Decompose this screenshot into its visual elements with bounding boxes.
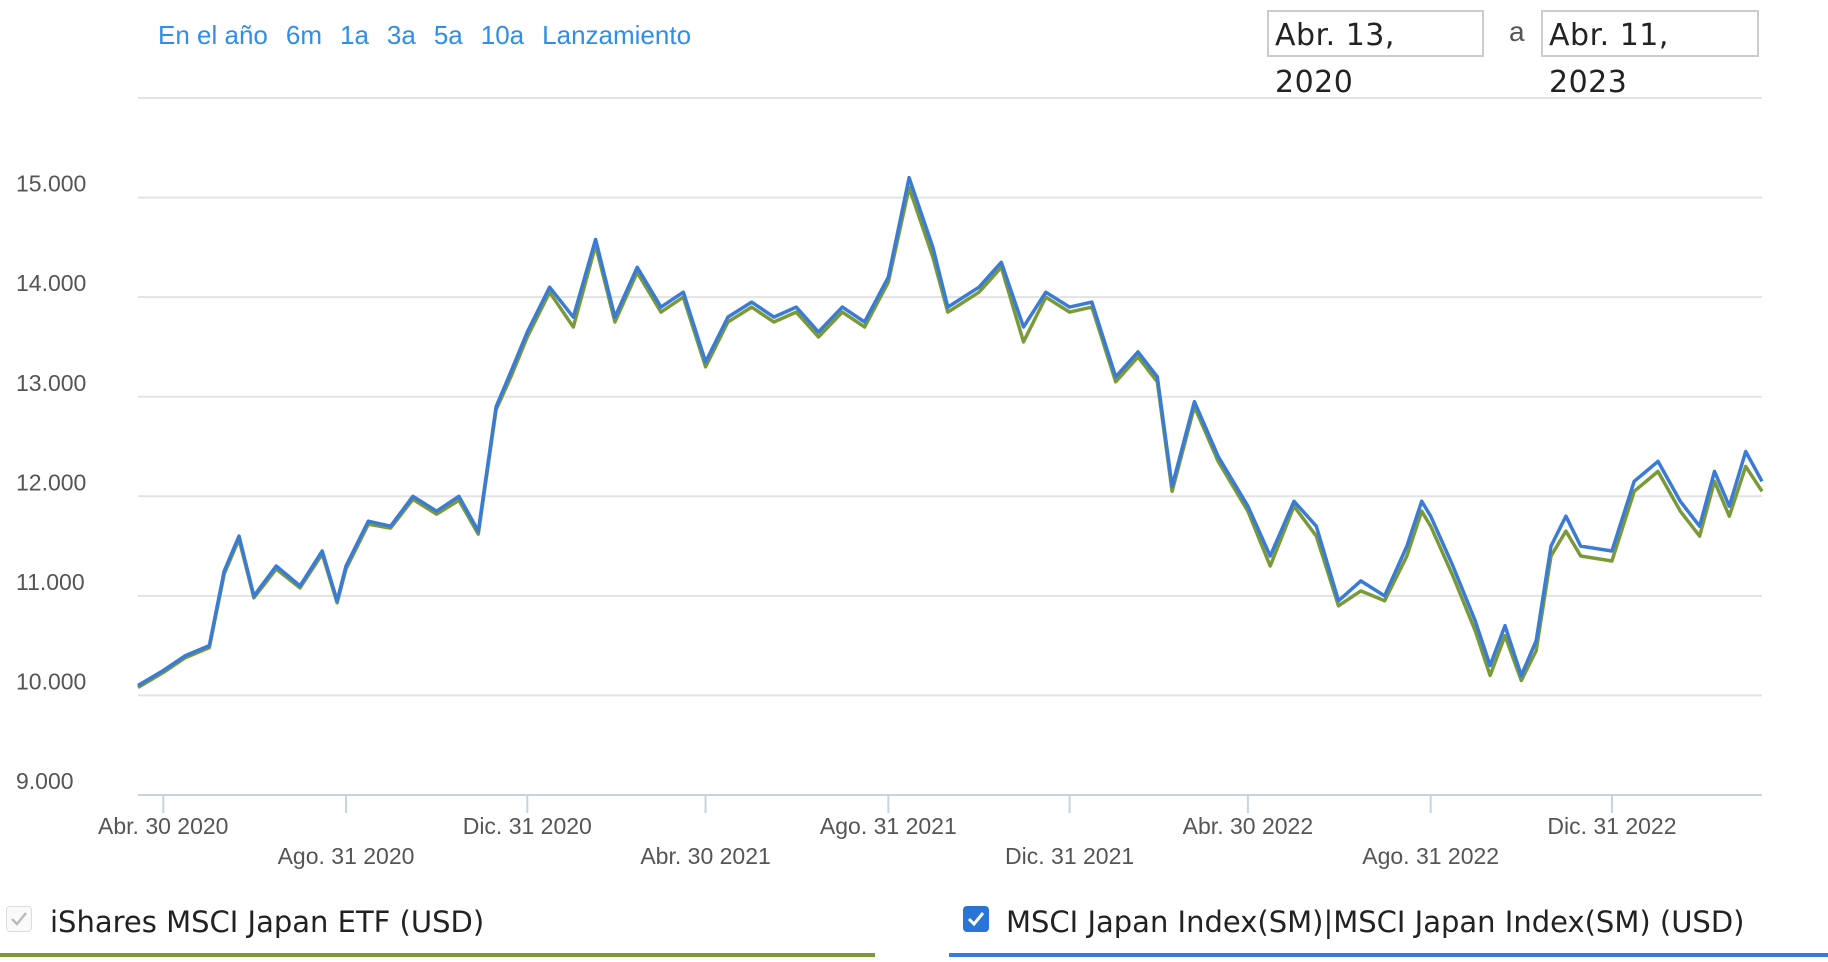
- y-tick-label: 12.000: [16, 469, 86, 495]
- range-button[interactable]: Lanzamiento: [542, 20, 692, 50]
- range-button[interactable]: En el año: [158, 20, 268, 50]
- range-button[interactable]: 1a: [340, 20, 369, 50]
- date-separator: a: [1509, 16, 1525, 47]
- y-tick-label: 15.000: [16, 171, 86, 197]
- y-tick-label: 13.000: [16, 370, 86, 396]
- x-tick-label: Ago. 31 2021: [820, 813, 957, 839]
- x-tick-label: Dic. 31 2021: [1005, 843, 1134, 869]
- legend-underline: [0, 953, 875, 957]
- legend-label[interactable]: iShares MSCI Japan ETF (USD): [50, 905, 485, 939]
- chart: 9.000 10.000 11.000 12.000 13.000 14.000 15.00…: [16, 97, 1764, 869]
- x-tick-label: Ago. 31 2020: [278, 843, 415, 869]
- check-icon: [11, 912, 27, 926]
- range-button[interactable]: 5a: [433, 20, 463, 50]
- date-from-input[interactable]: Abr. 13, 2020: [1267, 10, 1484, 100]
- x-tick-label: Abr. 30 2020: [98, 813, 228, 839]
- legend-checkbox[interactable]: [6, 906, 32, 932]
- legend-label[interactable]: MSCI Japan Index(SM)|MSCI Japan Index(SM…: [1006, 905, 1745, 939]
- date-to-input[interactable]: Abr. 11, 2023: [1541, 10, 1759, 100]
- legend-underline: [949, 953, 1828, 957]
- y-tick-label: 9.000: [16, 768, 74, 794]
- x-tick-label: Dic. 31 2020: [463, 813, 592, 839]
- y-tick-label: 11.000: [16, 569, 85, 595]
- y-tick-label: 10.000: [16, 669, 86, 695]
- series-line: [137, 175, 1764, 688]
- check-icon: [967, 912, 985, 927]
- legend-checkbox[interactable]: [963, 906, 989, 932]
- range-button[interactable]: 3a: [386, 20, 416, 50]
- x-tick-label: Ago. 31 2022: [1362, 843, 1499, 869]
- range-button[interactable]: 10a: [480, 20, 525, 50]
- range-button[interactable]: 6m: [285, 20, 322, 50]
- series-line: [137, 185, 1764, 690]
- y-tick-label: 14.000: [16, 270, 86, 296]
- x-tick-label: Dic. 31 2022: [1547, 813, 1676, 839]
- x-tick-label: Abr. 30 2022: [1183, 813, 1313, 839]
- x-tick-label: Abr. 30 2021: [640, 843, 770, 869]
